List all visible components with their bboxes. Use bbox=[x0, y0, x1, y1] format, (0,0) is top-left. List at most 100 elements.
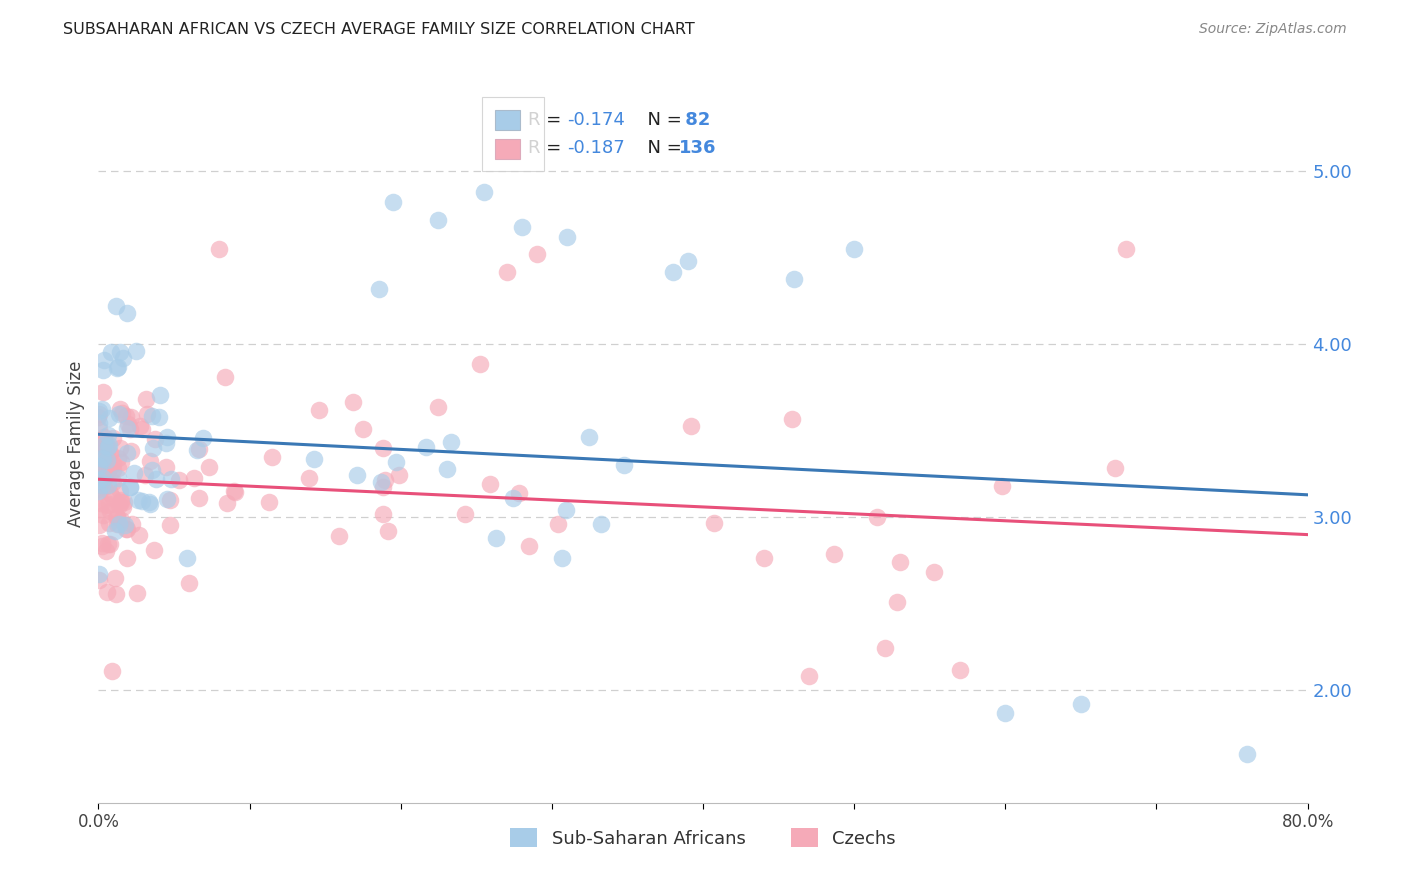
Point bbox=[1115, 242, 1137, 256]
Point bbox=[118, 480, 141, 494]
Point bbox=[145, 472, 167, 486]
Point bbox=[110, 513, 132, 527]
Point bbox=[91, 508, 114, 523]
Point bbox=[93, 438, 115, 452]
Point bbox=[98, 438, 121, 452]
Point bbox=[141, 409, 163, 423]
Point bbox=[89, 436, 111, 450]
Point bbox=[97, 478, 120, 492]
Point bbox=[377, 524, 399, 538]
Point bbox=[155, 459, 177, 474]
Point bbox=[97, 440, 120, 454]
Point bbox=[371, 441, 394, 455]
Point bbox=[188, 442, 211, 456]
Point bbox=[104, 571, 127, 585]
Point bbox=[98, 445, 121, 459]
Point bbox=[91, 466, 114, 480]
Point bbox=[105, 510, 128, 524]
Point bbox=[87, 403, 110, 417]
Point bbox=[143, 433, 166, 447]
Point bbox=[96, 584, 118, 599]
Point bbox=[87, 483, 110, 498]
Point bbox=[90, 496, 112, 510]
Point bbox=[90, 478, 112, 492]
Point bbox=[121, 517, 143, 532]
Point bbox=[676, 254, 699, 268]
Point bbox=[526, 247, 548, 261]
Point bbox=[472, 185, 495, 199]
Point bbox=[97, 460, 120, 475]
Point bbox=[259, 494, 281, 508]
Point bbox=[96, 452, 118, 467]
Point bbox=[547, 517, 569, 532]
Point bbox=[156, 492, 179, 507]
Point bbox=[134, 467, 156, 482]
Legend: Sub-Saharan Africans, Czechs: Sub-Saharan Africans, Czechs bbox=[503, 821, 903, 855]
Point bbox=[470, 357, 492, 371]
Point bbox=[98, 411, 121, 425]
Point bbox=[681, 419, 703, 434]
Point bbox=[96, 498, 118, 512]
Point bbox=[128, 527, 150, 541]
Point bbox=[613, 458, 636, 472]
Point bbox=[298, 471, 321, 485]
Point bbox=[105, 510, 128, 524]
Point bbox=[1236, 747, 1258, 762]
Point bbox=[96, 449, 118, 463]
Point bbox=[136, 407, 159, 421]
Point bbox=[111, 351, 134, 366]
Point bbox=[922, 565, 945, 579]
Point bbox=[591, 516, 613, 531]
Point bbox=[107, 407, 129, 421]
Point bbox=[107, 461, 129, 475]
Point bbox=[797, 669, 820, 683]
Point bbox=[94, 458, 117, 472]
Point bbox=[94, 470, 117, 484]
Point bbox=[342, 395, 364, 409]
Point bbox=[120, 480, 142, 494]
Point bbox=[98, 461, 121, 475]
Point bbox=[87, 410, 110, 425]
Point bbox=[495, 264, 517, 278]
Point bbox=[551, 550, 574, 565]
Point bbox=[96, 544, 118, 558]
Point bbox=[115, 306, 138, 320]
Y-axis label: Average Family Size: Average Family Size bbox=[66, 360, 84, 527]
Point bbox=[101, 462, 124, 476]
Point bbox=[89, 566, 111, 581]
Point bbox=[103, 524, 125, 539]
Point bbox=[87, 517, 110, 532]
Point bbox=[352, 422, 374, 436]
Point bbox=[90, 451, 112, 466]
Point bbox=[156, 430, 179, 444]
Point bbox=[121, 409, 143, 424]
Point bbox=[844, 242, 866, 256]
Point bbox=[142, 542, 165, 557]
Point bbox=[127, 493, 149, 508]
Point bbox=[87, 458, 110, 473]
Point bbox=[371, 480, 394, 494]
Point bbox=[125, 586, 148, 600]
Point bbox=[141, 463, 163, 477]
Point bbox=[115, 421, 138, 435]
Text: N =: N = bbox=[637, 139, 688, 157]
Point bbox=[159, 517, 181, 532]
Point bbox=[91, 539, 114, 553]
Point bbox=[1070, 697, 1092, 711]
Point bbox=[101, 475, 124, 490]
Text: SUBSAHARAN AFRICAN VS CZECH AVERAGE FAMILY SIZE CORRELATION CHART: SUBSAHARAN AFRICAN VS CZECH AVERAGE FAMI… bbox=[63, 22, 695, 37]
Point bbox=[519, 539, 541, 553]
Point bbox=[107, 359, 129, 374]
Point bbox=[949, 663, 972, 677]
Point bbox=[823, 547, 845, 561]
Point bbox=[703, 516, 725, 530]
Point bbox=[873, 640, 896, 655]
Point bbox=[115, 522, 138, 536]
Point bbox=[508, 486, 530, 500]
Point bbox=[89, 573, 111, 587]
Point bbox=[117, 446, 139, 460]
Point bbox=[889, 555, 911, 569]
Point bbox=[138, 495, 160, 509]
Point bbox=[117, 417, 139, 432]
Point bbox=[91, 470, 114, 484]
